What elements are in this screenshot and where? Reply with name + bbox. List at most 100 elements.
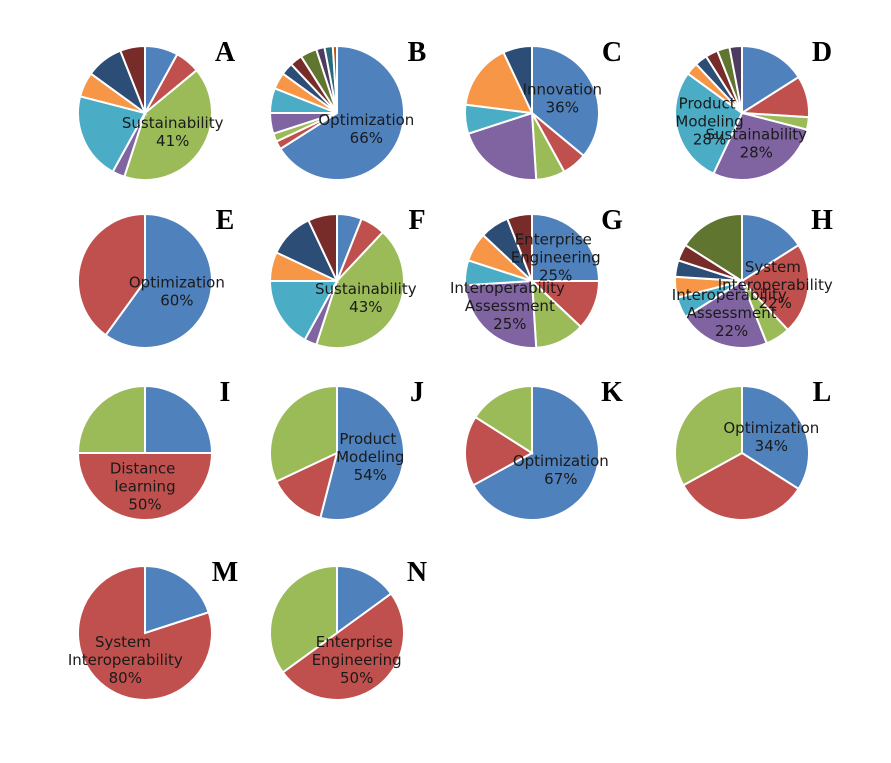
pie-slice xyxy=(336,564,393,635)
pie-slice xyxy=(275,451,339,520)
pie-slice xyxy=(315,230,405,349)
slice-value: 28% xyxy=(740,143,773,161)
pie-letter: H xyxy=(811,205,833,236)
pie-slice xyxy=(76,452,214,521)
slice-value: 22% xyxy=(715,322,748,340)
pie-slice xyxy=(684,212,743,283)
pie-letter: G xyxy=(601,205,623,236)
slice-label: Sustainability xyxy=(122,114,224,132)
pie-slice xyxy=(728,44,743,114)
pie-slice xyxy=(319,384,405,521)
slice-value: 36% xyxy=(546,99,579,117)
slice-label: Optimization xyxy=(723,419,819,437)
pie-slice xyxy=(741,212,800,283)
slice-value: 80% xyxy=(109,669,142,687)
pie-slice xyxy=(269,564,338,674)
pie-letter: A xyxy=(215,37,236,68)
pie-letter: D xyxy=(812,37,832,68)
pie-slice xyxy=(464,279,538,349)
slice-label: System Interoperability xyxy=(718,258,833,294)
pie-letter: J xyxy=(410,377,424,408)
pie-letter: L xyxy=(813,377,832,408)
slice-value: 34% xyxy=(755,437,788,455)
slice-value: 67% xyxy=(544,470,577,488)
slice-value: 28% xyxy=(693,130,726,148)
pie-slice xyxy=(77,212,146,337)
pie-slice xyxy=(471,384,600,521)
pie-letter: I xyxy=(220,377,231,408)
pie-slice xyxy=(531,212,601,282)
pie-slice xyxy=(76,384,146,454)
pie-slice xyxy=(712,111,809,181)
pie-slice xyxy=(144,384,214,454)
pie-letter: E xyxy=(216,205,235,236)
slice-label: System Interoperability xyxy=(68,633,183,669)
pie-letter: K xyxy=(601,377,623,408)
pie-slice xyxy=(684,279,768,349)
pie-letter: F xyxy=(408,205,425,236)
pie-letter: M xyxy=(212,557,238,588)
pie-slice xyxy=(506,212,533,282)
pie-letter: B xyxy=(408,37,427,68)
slice-label: Optimization xyxy=(513,452,609,470)
pie-slice xyxy=(268,280,339,342)
pie-slice xyxy=(674,72,744,175)
slice-value: 50% xyxy=(128,496,161,514)
pie-slice xyxy=(502,44,533,114)
pie-slice xyxy=(531,44,600,158)
slice-label: Distance learning xyxy=(110,460,180,496)
pie-slice xyxy=(464,51,534,115)
slice-value: 60% xyxy=(160,291,193,309)
pie-slice xyxy=(740,243,810,332)
pie-slice xyxy=(77,95,147,174)
pie-slice xyxy=(123,68,213,181)
slice-label: Product Modeling xyxy=(336,430,404,466)
pie-slice xyxy=(474,384,533,455)
slice-label: Optimization xyxy=(129,273,225,291)
pie-letter: N xyxy=(407,557,427,588)
slice-label: Interoperability Assessment xyxy=(450,279,570,315)
pie-slice xyxy=(464,415,534,487)
slice-value: 25% xyxy=(539,266,572,284)
slice-label: Product Modeling xyxy=(675,94,743,130)
slice-label: Enterprise Engineering xyxy=(511,230,601,266)
pie-slice xyxy=(269,384,338,483)
slice-value: 22% xyxy=(759,294,792,312)
slice-value: 25% xyxy=(493,315,526,333)
pie-slice xyxy=(119,44,146,114)
slice-label: Enterprise Engineering xyxy=(312,633,402,669)
slice-label: Innovation xyxy=(523,81,602,99)
slice-value: 54% xyxy=(354,466,387,484)
pie-slice xyxy=(144,564,210,635)
slice-value: 66% xyxy=(350,129,383,147)
pie-slice xyxy=(281,592,405,701)
pie-slice xyxy=(104,212,213,349)
slice-label: Interoperability Assessment xyxy=(672,286,792,322)
slice-value: 43% xyxy=(349,298,382,316)
slice-value: 41% xyxy=(156,132,189,150)
slice-label: Sustainability xyxy=(315,280,417,298)
pie-slice xyxy=(674,384,743,487)
pie-letter: C xyxy=(602,37,622,68)
slice-value: 50% xyxy=(340,669,373,687)
pie-slice xyxy=(741,44,800,115)
pie-slice xyxy=(77,564,213,701)
slice-label: Optimization xyxy=(318,111,414,129)
slice-label: Sustainability xyxy=(705,125,807,143)
pie-slice xyxy=(467,111,538,181)
